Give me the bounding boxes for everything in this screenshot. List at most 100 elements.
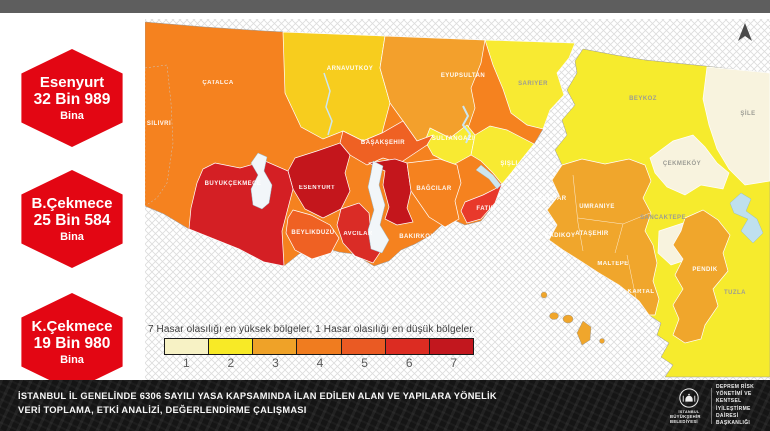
district-label: KADIKÖY [545,232,576,239]
legend-color-bar [164,338,474,355]
district-label: EYÜPSULTAN [441,72,485,79]
badge-unit-label: Bina [60,230,84,243]
north-arrow-icon [738,23,752,41]
badge-unit-label: Bina [60,109,84,122]
district-label: ÇEKMEKÖY [663,160,701,167]
district-label: MALTEPE [597,261,628,267]
legend-number-2: 2 [227,356,235,370]
district-label: ŞİLE [740,110,755,117]
footer-caption-line1: İSTANBUL İL GENELİNDE 6306 SAYILI YASA K… [18,391,497,401]
district-labels: ÇATALCA SİLİVRİ ARNAVUTKÖY EYÜPSULTAN SARIYE… [147,65,755,296]
badge-building-count: 25 Bin 584 [33,211,111,229]
district-label: BÜYÜKÇEKMECE [205,180,262,187]
footer-divider [711,387,712,424]
district-label: BAĞCILAR [416,184,451,192]
district-label: ŞİŞLİ [500,160,517,167]
district-label: SANCAKTEPE [640,215,686,221]
district-beylikduzu [285,209,340,260]
legend-swatch-3 [253,339,298,354]
department-name-line: BAŞKANLIĞI [716,420,751,426]
sazlidere-reservoir [323,72,333,136]
top-gray-bar [0,0,770,13]
badge-unit-label: Bina [60,353,84,366]
district-label: ATAŞEHİR [575,230,609,237]
district-label: FATİH [476,205,495,212]
footer-branding: İSTANBUL BÜYÜKŞEHİR BELEDİYESİ DEPREM Rİ… [670,384,766,428]
district-uskudar-kadikoy-maltepe-kartal [546,158,660,316]
legend-title: 7 Hasar olasılığı en yüksek bölgeler, 1 … [148,324,476,335]
district-label: ÜSKÜDAR [533,195,566,202]
istanbul-choropleth-map: ÇATALCA SİLİVRİ ARNAVUTKÖY EYÜPSULTAN SARIYE… [145,13,770,380]
badge-district-name: Esenyurt [39,73,105,91]
legend-swatch-1 [165,339,210,354]
department-name-line: İYİLEŞTİRME [716,405,751,412]
district-label: SİLİVRİ [147,120,171,127]
district-cekmekoy [649,134,730,196]
golden-horn-inlet [475,164,502,190]
ibb-org-line1: İSTANBUL [678,410,700,414]
badge-district-name: B.Çekmece [31,194,113,212]
district-label: AVCILAR [343,231,373,237]
legend-swatch-7 [429,339,473,354]
ibb-emblem-icon [679,388,699,408]
department-name-line: DEPREM RİSK [716,383,755,390]
district-label: PENDİK [692,266,718,273]
district-label: ESENYURT [299,185,335,191]
legend-number-1: 1 [182,356,190,370]
district-label: ÇATALCA [202,80,233,86]
district-avcilar [336,202,382,264]
district-label: SULTANGAZİ [432,135,474,142]
buyukcekmece-lake [250,152,273,210]
department-name-line: KENTSEL [716,398,742,405]
omerli-reservoir [729,192,764,244]
legend-scale-numbers: 1 2 3 4 5 6 7 [164,356,476,370]
department-name-line: DAİRESİ [716,412,739,419]
ibb-logo: İSTANBUL BÜYÜKŞEHİR BELEDİYESİ [670,387,708,424]
district-label: TUZLA [724,290,746,296]
legend-number-3: 3 [272,356,279,370]
legend-swatch-4 [297,339,342,354]
badge-kucukcekmece: K.Çekmece 19 Bin 980 Bina [21,293,123,391]
district-sariyer [484,39,576,130]
district-kucukcekmece [367,158,414,226]
badge-building-count: 19 Bin 980 [33,334,111,352]
district-label: BAKIRKÖY [399,233,435,240]
footer-bar: İSTANBUL İL GENELİNDE 6306 SAYILI YASA K… [0,380,770,431]
badge-district-name: K.Çekmece [31,317,113,335]
ibb-org-line2: BÜYÜKŞEHİR BELEDİYESİ [670,414,701,424]
legend-number-6: 6 [405,356,413,370]
kucukcekmece-lake [367,160,390,254]
badge-buyukcekmece: B.Çekmece 25 Bin 584 Bina [21,170,123,268]
district-basaksehir [339,120,434,166]
district-label: BEYKOZ [629,96,657,102]
footer-caption: İSTANBUL İL GENELİNDE 6306 SAYILI YASA K… [18,391,497,415]
district-sisli [470,125,535,185]
district-label: ÜMRANİYE [579,203,615,210]
badge-building-count: 32 Bin 989 [33,90,111,108]
badge-esenyurt: Esenyurt 32 Bin 989 Bina [21,49,123,147]
district-label: BAŞAKŞEHİR [361,139,405,146]
princes-islands [540,291,605,346]
district-silivri [145,64,174,207]
department-name: DEPREM RİSK YÖNETİMİ VE KENTSEL İYİLEŞTİRME… [716,384,766,428]
legend-number-4: 4 [316,356,324,370]
damage-scale-legend: 7 Hasar olasılığı en yüksek bölgeler, 1 … [148,324,498,370]
district-label: ARNAVUTKÖY [327,65,373,72]
legend-swatch-6 [385,339,430,354]
department-name-line: YÖNETİMİ VE [716,391,752,397]
asian-district-borders [572,174,651,304]
map-svg: ÇATALCA SİLİVRİ ARNAVUTKÖY EYÜPSULTAN SARIYE… [145,13,770,380]
legend-number-7: 7 [450,356,458,370]
legend-swatch-5 [341,339,386,354]
district-pendik [672,209,731,344]
district-label: BEYLİKDÜZÜ [291,229,334,236]
legend-number-5: 5 [361,356,368,370]
top-white-gap [145,13,770,19]
district-sile [702,66,770,186]
footer-caption-line2: VERİ TOPLAMA, ETKİ ANALİZİ, DEĞERLENDİRM… [18,405,307,415]
district-bagcilar [406,158,462,228]
district-label: SARIYER [518,81,548,87]
district-fatih [460,183,503,224]
stats-panel: Esenyurt 32 Bin 989 Bina B.Çekmece 25 Bi… [0,13,145,391]
